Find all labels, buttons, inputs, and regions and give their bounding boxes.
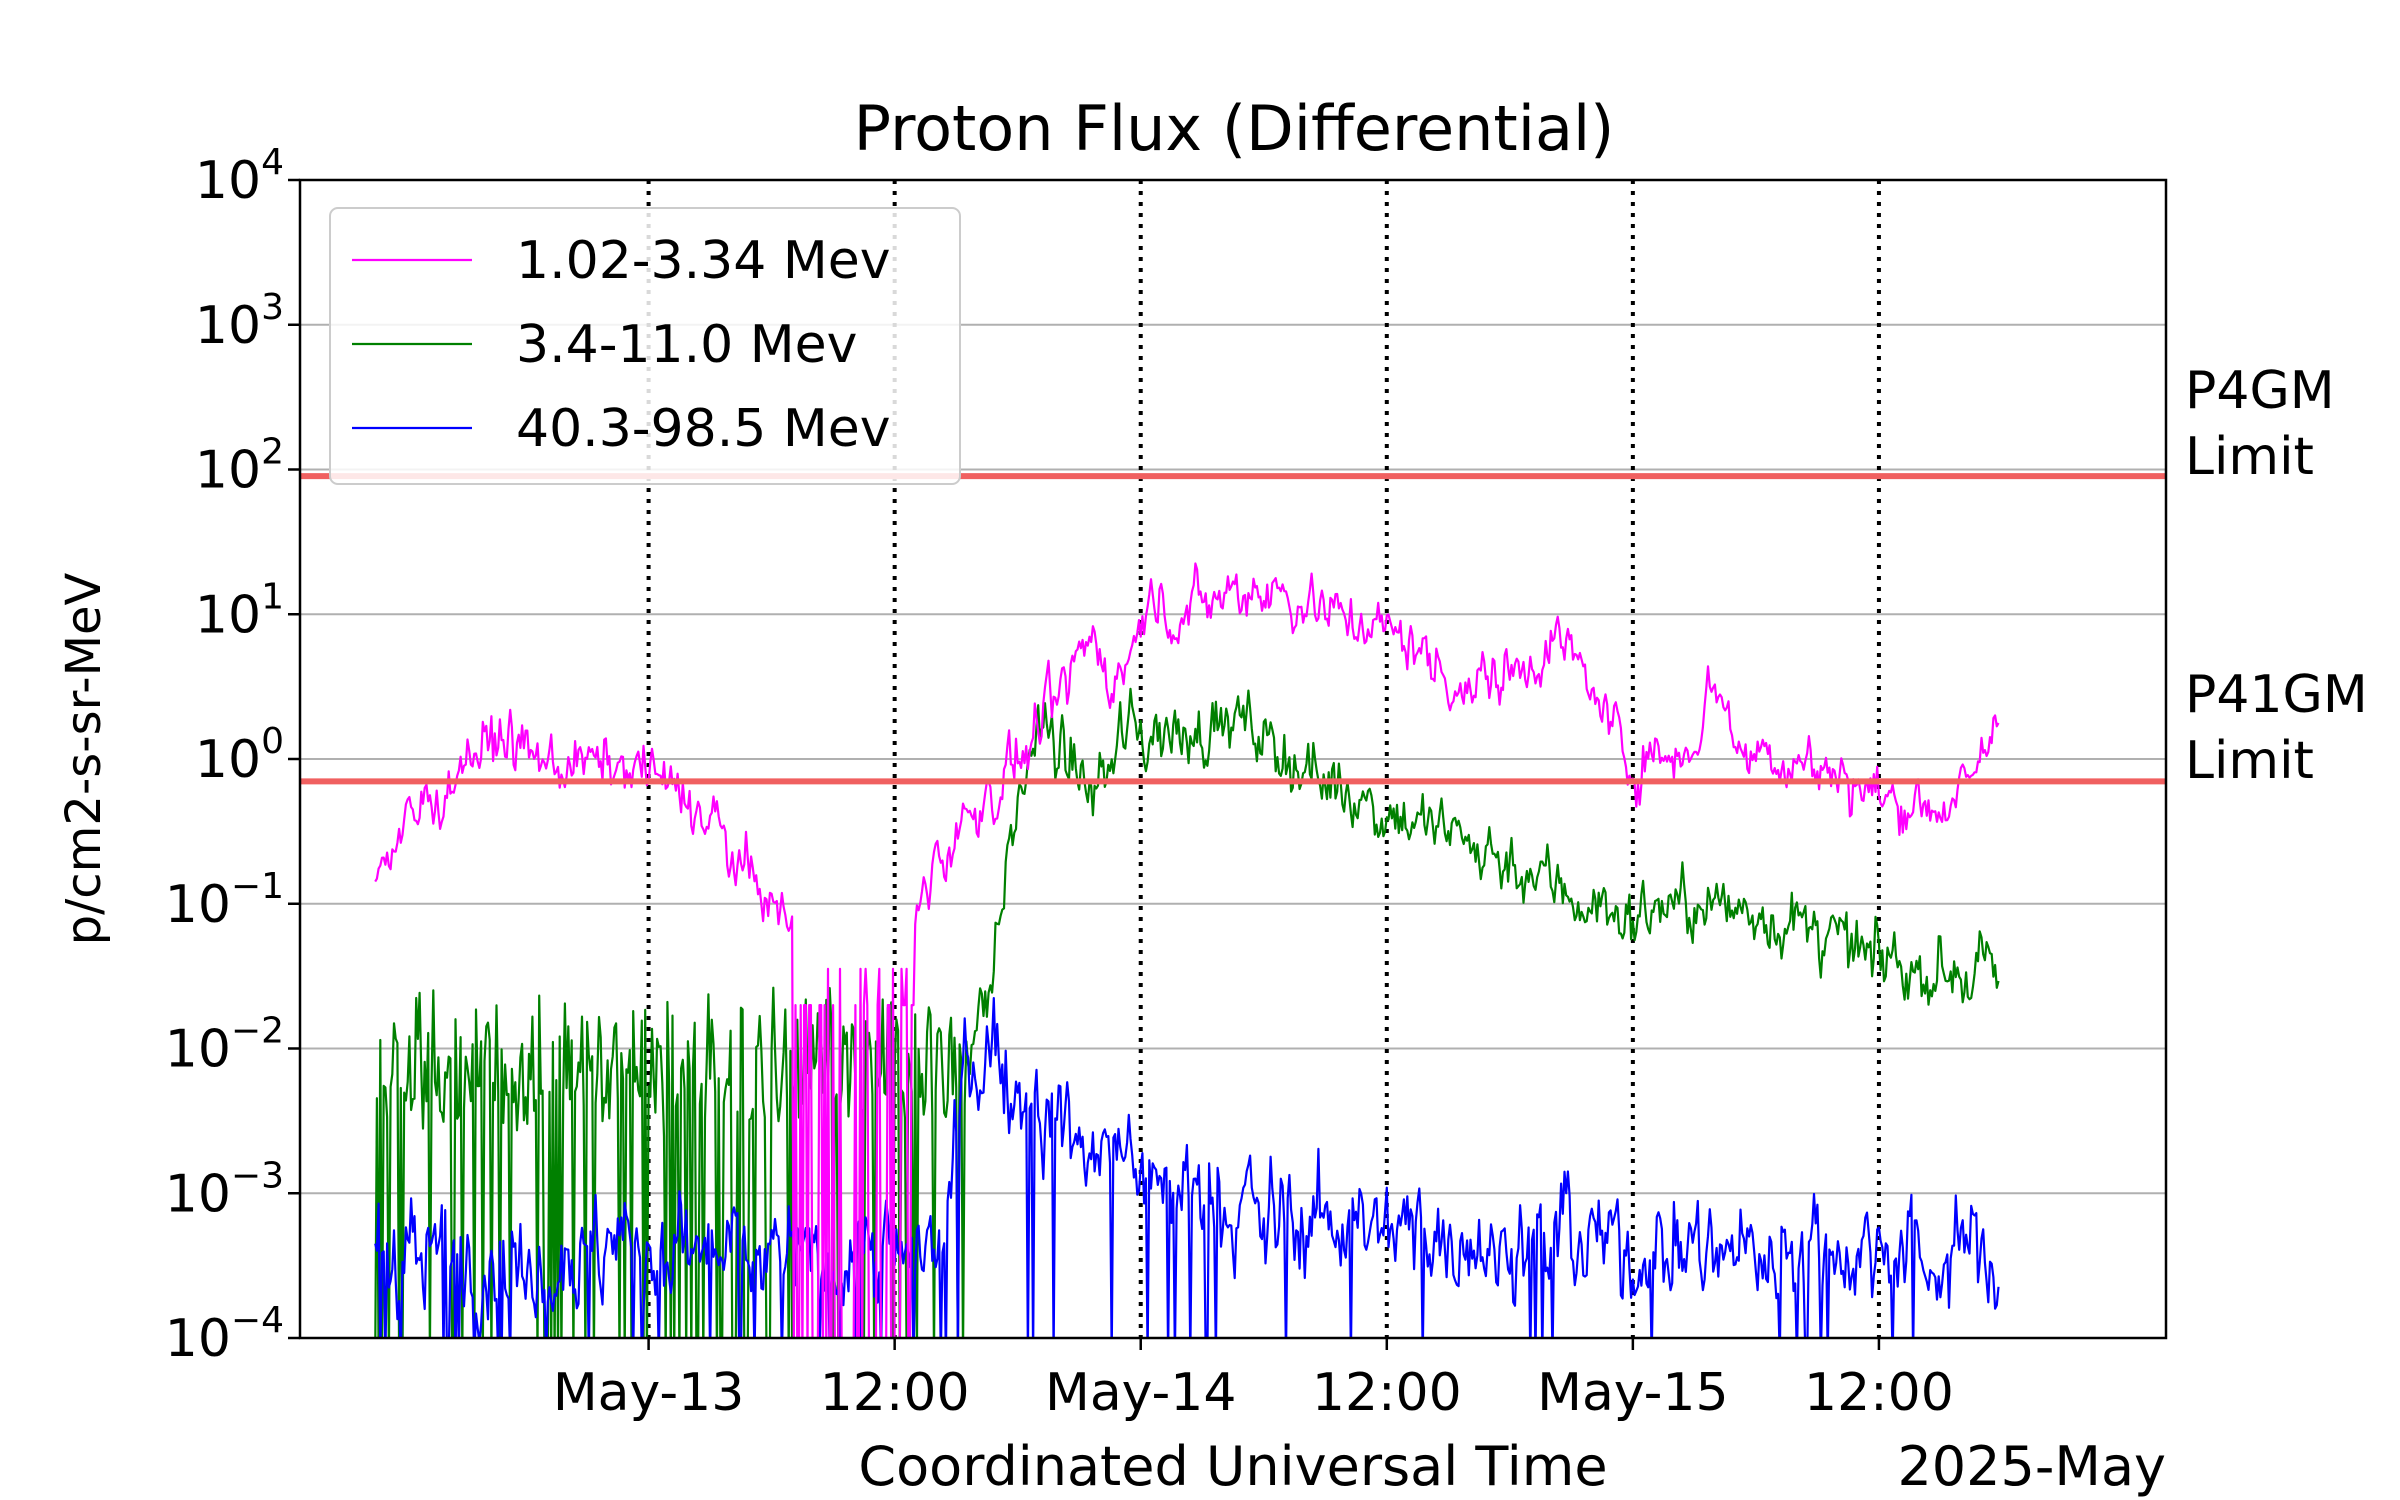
x-tick-marks xyxy=(647,1338,1881,1350)
y-tick-labels: 10−4 10−3 10−2 10−1 100 101 102 103 104 xyxy=(165,142,284,1369)
legend-box xyxy=(329,207,961,485)
chart-title: Proton Flux (Differential) xyxy=(854,92,1615,165)
y-tick-marks xyxy=(288,178,300,1340)
series-layer xyxy=(374,562,2000,1338)
threshold-label-p4gm-line1: P4GM xyxy=(2185,361,2335,421)
x-tick-label: May-14 xyxy=(1045,1363,1237,1423)
x-offset-label: 2025-May xyxy=(1897,1435,2166,1498)
y-tick-label: 104 xyxy=(195,142,284,211)
y-tick-label: 10−4 xyxy=(165,1300,284,1369)
threshold-label-p4gm-line2: Limit xyxy=(2185,427,2314,487)
x-tick-label: May-15 xyxy=(1537,1363,1729,1423)
series-mid-energy-line xyxy=(374,687,2000,1338)
x-tick-label: 12:00 xyxy=(1312,1363,1462,1423)
threshold-label-p41gm: P41GM Limit xyxy=(2185,665,2368,791)
x-axis-label: Coordinated Universal Time xyxy=(858,1435,1607,1498)
x-tick-label: May-13 xyxy=(553,1363,745,1423)
legend-label-1: 1.02-3.34 Mev xyxy=(516,231,891,291)
y-tick-label: 100 xyxy=(195,721,284,790)
y-tick-label: 10−2 xyxy=(165,1011,284,1080)
series-low-energy-line xyxy=(374,562,2000,1338)
y-tick-label: 10−1 xyxy=(165,866,284,935)
y-tick-label: 102 xyxy=(195,432,284,501)
legend-label-3: 40.3-98.5 Mev xyxy=(516,399,891,459)
y-axis-label: p/cm2-s-sr-MeV xyxy=(56,572,112,945)
x-tick-labels: May-13 12:00 May-14 12:00 May-15 12:00 xyxy=(553,1363,1954,1423)
y-grid xyxy=(300,323,2166,1195)
threshold-label-p41gm-line1: P41GM xyxy=(2185,665,2368,725)
y-tick-label: 10−3 xyxy=(165,1155,284,1224)
legend-label-2: 3.4-11.0 Mev xyxy=(516,315,857,375)
threshold-label-p41gm-line2: Limit xyxy=(2185,731,2314,791)
y-tick-label: 103 xyxy=(195,287,284,356)
legend: 1.02-3.34 Mev 3.4-11.0 Mev 40.3-98.5 Mev xyxy=(329,207,961,485)
x-tick-label: 12:00 xyxy=(1804,1363,1954,1423)
y-tick-label: 101 xyxy=(195,576,284,645)
x-tick-label: 12:00 xyxy=(820,1363,970,1423)
threshold-label-p4gm: P4GM Limit xyxy=(2185,361,2335,487)
series-high-energy-line xyxy=(374,997,2000,1338)
